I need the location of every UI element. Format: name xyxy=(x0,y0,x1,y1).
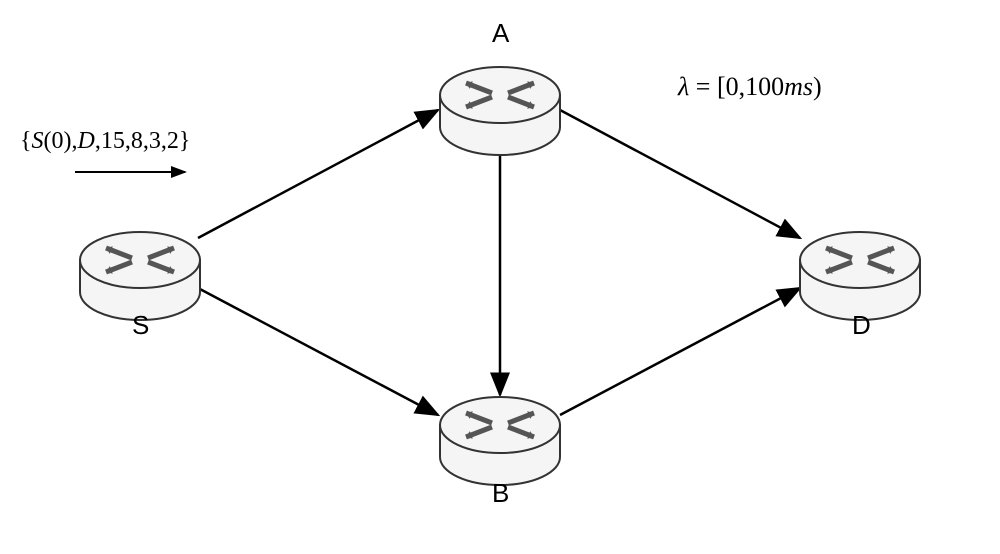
router-node-A xyxy=(440,67,560,155)
edge-B-D xyxy=(560,288,800,415)
router-node-S xyxy=(80,232,200,320)
network-diagram xyxy=(0,0,1000,554)
router-node-D xyxy=(800,232,920,320)
node-label-D: D xyxy=(852,310,871,341)
edge-S-A xyxy=(198,110,438,238)
router-node-B xyxy=(440,397,560,485)
node-label-B: B xyxy=(492,478,509,509)
node-label-A: A xyxy=(492,18,509,49)
edge-A-D xyxy=(560,110,800,238)
lambda-annotation: λ = [0,100ms) xyxy=(678,72,822,102)
node-label-S: S xyxy=(132,310,149,341)
flow-annotation-text: {S(0),D,15,8,3,2} xyxy=(20,128,190,155)
edge-S-B xyxy=(198,288,438,415)
